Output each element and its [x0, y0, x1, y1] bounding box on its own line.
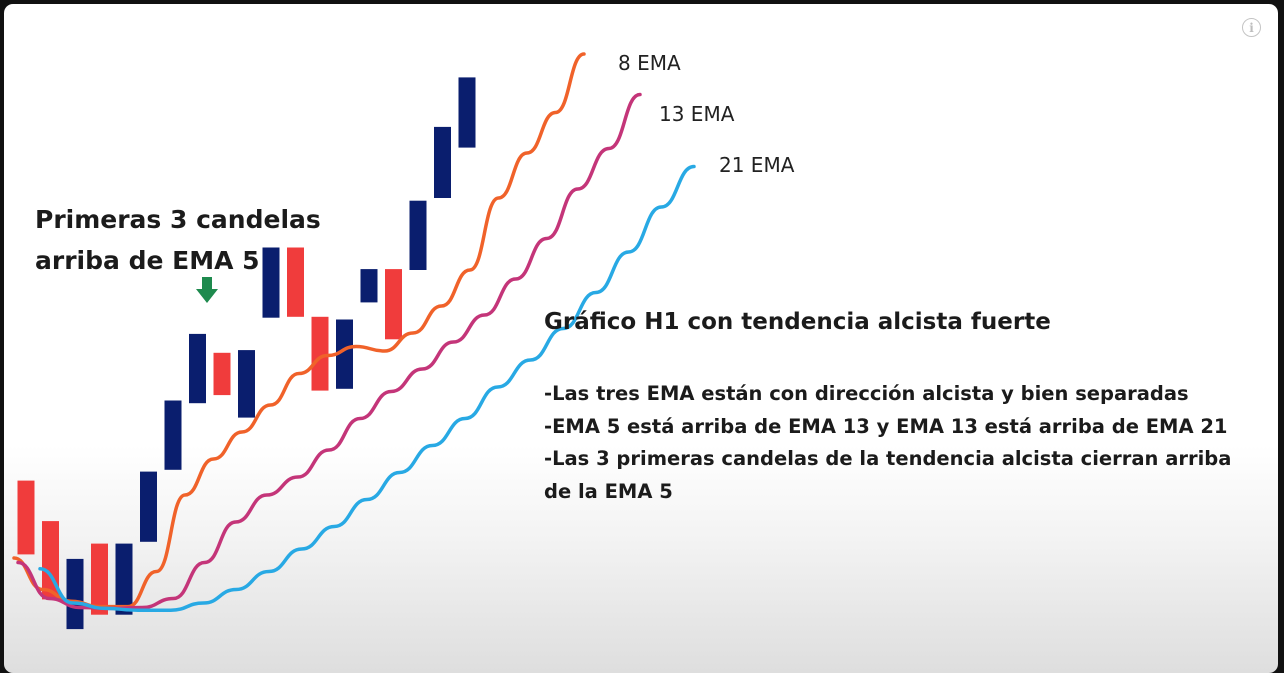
ema-line-21-ema	[38, 164, 696, 612]
bullet-item: -Las 3 primeras candelas de la tendencia…	[544, 447, 1232, 470]
legend-13-ema: 13 EMA	[659, 102, 735, 126]
bearish-candle	[385, 269, 402, 340]
bullish-candle	[189, 333, 206, 404]
bullet-item: -EMA 5 está arriba de EMA 13 y EMA 13 es…	[544, 414, 1228, 438]
annotation-line-1: Primeras 3 candelas	[35, 205, 321, 234]
chart-frame: i 8 EMA 13 EMA 21 EMA Primeras 3 candela…	[4, 4, 1278, 673]
bullish-candle	[140, 471, 157, 542]
bullish-candle	[409, 200, 427, 270]
bullish-candle	[164, 400, 182, 470]
chart-title: Gráfico H1 con tendencia alcista fuerte	[544, 309, 1051, 335]
ema-line-13-ema	[16, 92, 642, 611]
bullet-list: -Las tres EMA están con dirección alcist…	[544, 378, 1264, 508]
bullish-candle	[262, 247, 280, 318]
ema-line-8-ema	[12, 52, 586, 609]
bullish-candle	[66, 558, 84, 630]
bearish-candle	[287, 247, 304, 317]
info-icon[interactable]: i	[1242, 18, 1261, 37]
down-arrow-icon	[196, 277, 218, 303]
bullish-candle	[238, 350, 255, 418]
legend-8-ema: 8 EMA	[618, 51, 681, 75]
bullish-candle	[434, 126, 451, 198]
candlestick-chart	[12, 52, 696, 630]
bullish-candle	[360, 269, 378, 303]
bullish-candle	[458, 77, 476, 148]
bullish-candle	[336, 319, 353, 389]
bearish-candle	[17, 480, 35, 555]
bearish-candle	[311, 316, 329, 391]
ema-lines-group	[12, 52, 696, 612]
bullish-candle	[115, 543, 133, 615]
bearish-candle	[213, 352, 231, 396]
annotation-text: Primeras 3 candelas arriba de EMA 5	[35, 199, 335, 281]
bullet-item: -Las tres EMA están con dirección alcist…	[544, 382, 1189, 405]
candles-group	[17, 77, 476, 630]
bearish-candle	[91, 543, 108, 615]
legend-21-ema: 21 EMA	[719, 153, 795, 177]
annotation-line-2: arriba de EMA 5	[35, 246, 260, 275]
bullet-item: de la EMA 5	[544, 479, 673, 503]
